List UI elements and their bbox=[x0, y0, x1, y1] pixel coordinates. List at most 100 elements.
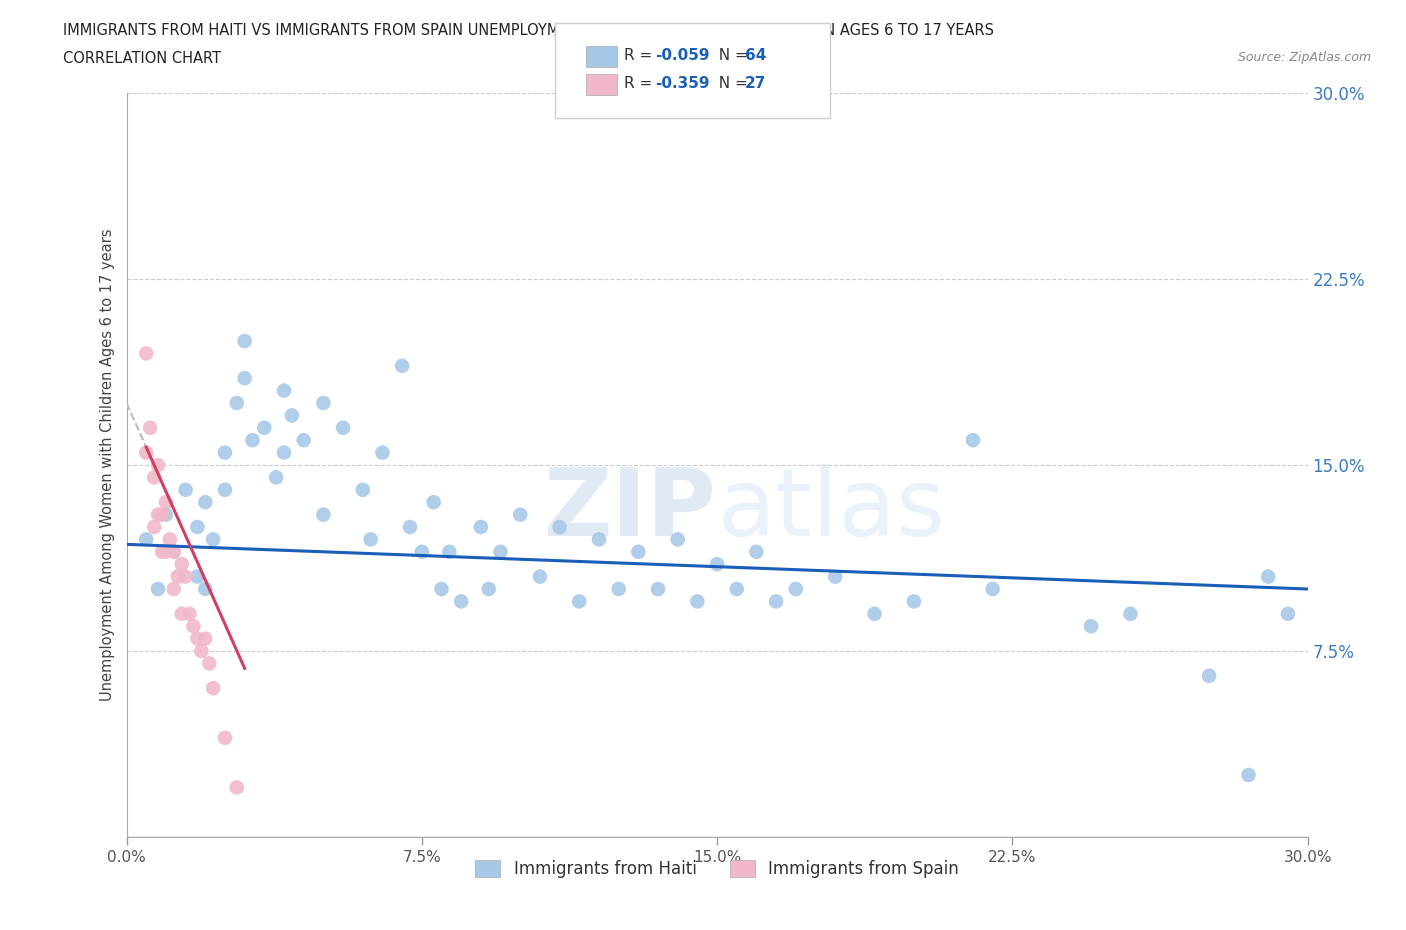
Text: N =: N = bbox=[709, 48, 752, 63]
Point bbox=[962, 432, 984, 447]
Point bbox=[155, 544, 177, 559]
Point bbox=[352, 483, 374, 498]
Point bbox=[292, 432, 315, 447]
Point bbox=[214, 445, 236, 460]
Point bbox=[139, 420, 162, 435]
Text: 27: 27 bbox=[745, 76, 766, 91]
Point bbox=[273, 445, 295, 460]
Point bbox=[1198, 669, 1220, 684]
Point bbox=[1080, 618, 1102, 633]
Point bbox=[391, 358, 413, 373]
Point bbox=[155, 495, 177, 510]
Point bbox=[422, 495, 444, 510]
Point bbox=[179, 606, 201, 621]
Point bbox=[312, 507, 335, 522]
Point bbox=[194, 581, 217, 596]
Point bbox=[214, 483, 236, 498]
Text: 64: 64 bbox=[745, 48, 766, 63]
Point bbox=[863, 606, 886, 621]
Point bbox=[706, 557, 728, 572]
Point bbox=[439, 544, 461, 559]
Point bbox=[190, 644, 212, 658]
Legend: Immigrants from Haiti, Immigrants from Spain: Immigrants from Haiti, Immigrants from S… bbox=[468, 853, 966, 884]
Point bbox=[273, 383, 295, 398]
Y-axis label: Unemployment Among Women with Children Ages 6 to 17 years: Unemployment Among Women with Children A… bbox=[100, 229, 115, 701]
Text: -0.359: -0.359 bbox=[655, 76, 710, 91]
Point bbox=[430, 581, 453, 596]
Point bbox=[1119, 606, 1142, 621]
Point bbox=[785, 581, 807, 596]
Point bbox=[745, 544, 768, 559]
Point bbox=[146, 507, 169, 522]
Point bbox=[529, 569, 551, 584]
Point bbox=[186, 569, 208, 584]
Point bbox=[332, 420, 354, 435]
Point bbox=[450, 594, 472, 609]
Point bbox=[194, 631, 217, 646]
Text: CORRELATION CHART: CORRELATION CHART bbox=[63, 51, 221, 66]
Point bbox=[143, 470, 166, 485]
Text: R =: R = bbox=[624, 48, 658, 63]
Point bbox=[242, 432, 264, 447]
Point bbox=[470, 520, 492, 535]
Point bbox=[159, 532, 181, 547]
Point bbox=[281, 408, 304, 423]
Point bbox=[233, 334, 256, 349]
Point bbox=[155, 507, 177, 522]
Point bbox=[568, 594, 591, 609]
Point bbox=[166, 569, 188, 584]
Point bbox=[399, 520, 422, 535]
Text: N =: N = bbox=[709, 76, 752, 91]
Point bbox=[225, 780, 247, 795]
Point bbox=[146, 581, 169, 596]
Point bbox=[1277, 606, 1299, 621]
Point bbox=[183, 618, 205, 633]
Point bbox=[371, 445, 394, 460]
Point bbox=[253, 420, 276, 435]
Point bbox=[146, 458, 169, 472]
Point bbox=[202, 532, 225, 547]
Point bbox=[607, 581, 630, 596]
Point bbox=[666, 532, 689, 547]
Text: Source: ZipAtlas.com: Source: ZipAtlas.com bbox=[1237, 51, 1371, 64]
Point bbox=[686, 594, 709, 609]
Point bbox=[411, 544, 433, 559]
Point bbox=[548, 520, 571, 535]
Point bbox=[1237, 767, 1260, 782]
Point bbox=[150, 544, 173, 559]
Point bbox=[588, 532, 610, 547]
Text: atlas: atlas bbox=[717, 464, 945, 555]
Point bbox=[150, 507, 173, 522]
Point bbox=[627, 544, 650, 559]
Point bbox=[647, 581, 669, 596]
Point bbox=[170, 606, 193, 621]
Point bbox=[186, 631, 208, 646]
Point bbox=[312, 395, 335, 410]
Point bbox=[903, 594, 925, 609]
Point bbox=[135, 346, 157, 361]
Text: -0.059: -0.059 bbox=[655, 48, 710, 63]
Point bbox=[202, 681, 225, 696]
Point bbox=[143, 520, 166, 535]
Point bbox=[174, 483, 197, 498]
Text: IMMIGRANTS FROM HAITI VS IMMIGRANTS FROM SPAIN UNEMPLOYMENT AMONG WOMEN WITH CHI: IMMIGRANTS FROM HAITI VS IMMIGRANTS FROM… bbox=[63, 23, 994, 38]
Point bbox=[478, 581, 501, 596]
Point bbox=[163, 544, 186, 559]
Point bbox=[725, 581, 748, 596]
Point bbox=[225, 395, 247, 410]
Text: ZIP: ZIP bbox=[544, 464, 717, 555]
Point bbox=[1257, 569, 1279, 584]
Text: R =: R = bbox=[624, 76, 658, 91]
Point bbox=[198, 656, 221, 671]
Point bbox=[186, 520, 208, 535]
Point bbox=[824, 569, 846, 584]
Point bbox=[163, 544, 186, 559]
Point bbox=[489, 544, 512, 559]
Point bbox=[981, 581, 1004, 596]
Point bbox=[233, 371, 256, 386]
Point bbox=[135, 445, 157, 460]
Point bbox=[264, 470, 287, 485]
Point bbox=[765, 594, 787, 609]
Point bbox=[170, 557, 193, 572]
Point bbox=[174, 569, 197, 584]
